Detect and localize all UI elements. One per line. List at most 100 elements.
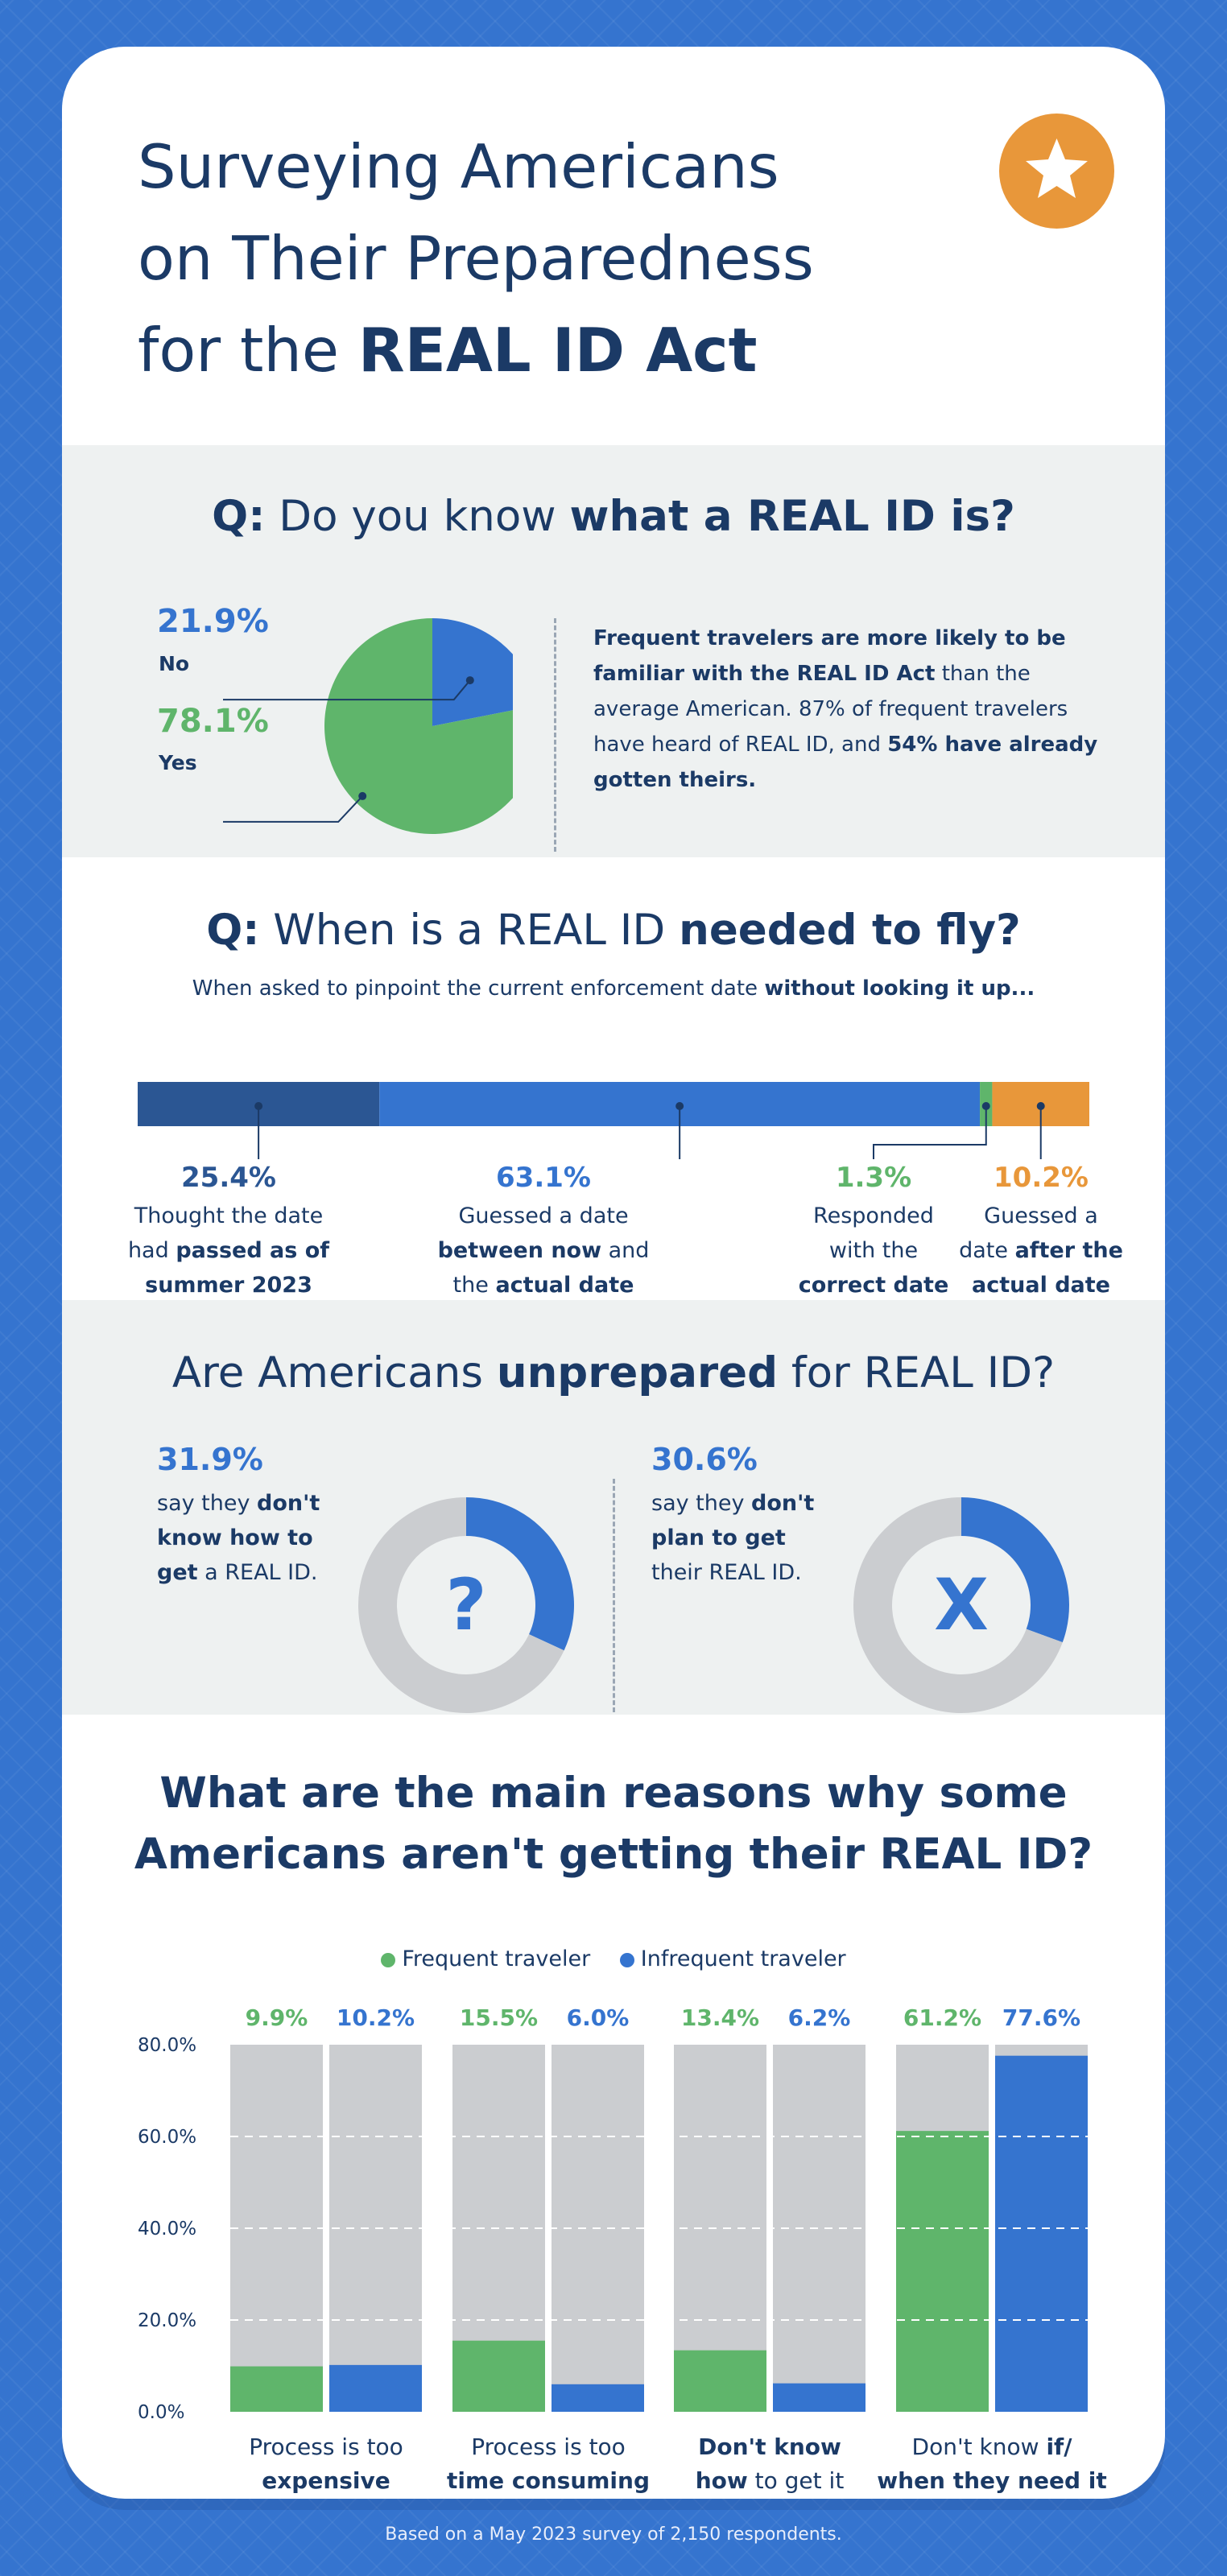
- legend-label-frequent: Frequent traveler: [402, 1946, 591, 1971]
- segment-correct-line-1: Responded: [813, 1203, 934, 1228]
- q2-subtitle-regular: When asked to pinpoint the current enfor…: [192, 976, 765, 1001]
- title-line-2: on Their Preparedness: [138, 223, 814, 294]
- dont-know-how-pct: 31.9%: [157, 1442, 263, 1477]
- pie-slice-yes: [324, 618, 513, 834]
- infographic-card: Surveying Americans on Their Preparednes…: [62, 47, 1165, 2499]
- dont-know-how-line-1-regular: say they: [157, 1491, 258, 1516]
- segment-between-line-2: between now and: [415, 1233, 672, 1268]
- dont-know-how-line-2: know how to: [157, 1521, 366, 1555]
- bar-infrequent: [995, 2055, 1088, 2412]
- reasons-bar-chart: 0.0% 20.0% 40.0% 60.0% 80.0% 9.9% 10.2% 15.5% 6.…: [138, 2004, 1107, 2494]
- title-line-3-prefix: for the: [138, 315, 358, 386]
- segment-between-line-3: the actual date: [415, 1268, 672, 1302]
- no-percent: 21.9%: [157, 603, 269, 640]
- category-label-line-2: when they need it: [877, 2467, 1106, 2494]
- y-tick-label: 20.0%: [138, 2310, 196, 2331]
- segment-after-text: Guessed a date after the actual date: [940, 1199, 1142, 1302]
- dont-plan-line-2-bold: plan to get: [651, 1525, 786, 1550]
- q2-title-regular: When is a REAL ID: [259, 906, 680, 955]
- q4-title-line-1: What are the main reasons why some: [159, 1769, 1068, 1818]
- q4-title: What are the main reasons why some Ameri…: [62, 1763, 1165, 1885]
- x-mark-icon-center-icon: X: [934, 1563, 989, 1646]
- title-line-3: for the REAL ID Act: [138, 304, 814, 396]
- q1-paragraph: Frequent travelers are more likely to be…: [593, 621, 1101, 798]
- segment-past-line-3: summer 2023: [112, 1268, 345, 1302]
- dont-know-how-donut: ?: [358, 1497, 574, 1713]
- q1-pie-chart: [223, 618, 513, 834]
- segment-past-line-1: Thought the date: [134, 1203, 324, 1228]
- legend-item-infrequent: Infrequent traveler: [619, 1946, 846, 1971]
- segment-between-line-3-regular: the: [452, 1273, 496, 1298]
- segment-between-line-3-bold: actual date: [495, 1273, 634, 1298]
- dont-know-how-text: say they don't know how to get a REAL ID…: [157, 1486, 366, 1590]
- title-line-1: Surveying Americans: [138, 131, 779, 202]
- yes-percent: 78.1%: [157, 703, 269, 740]
- bar-value-label: 61.2%: [903, 2004, 981, 2031]
- connector-line-correct: [873, 1106, 987, 1159]
- y-tick-label: 40.0%: [138, 2219, 196, 2240]
- bar-frequent: [452, 2340, 545, 2412]
- q2-title: Q: When is a REAL ID needed to fly?: [62, 906, 1165, 955]
- q4-title-line-2: Americans aren't getting their REAL ID?: [62, 1824, 1165, 1885]
- section-reasons: What are the main reasons why some Ameri…: [62, 1715, 1165, 2499]
- q3-title-regular-1: Are Americans: [171, 1348, 497, 1397]
- legend-label-infrequent: Infrequent traveler: [640, 1946, 846, 1971]
- q1-title-regular: Do you know: [265, 492, 570, 541]
- q1-title-prefix: Q:: [212, 492, 266, 541]
- category-label-line-1: Process is too: [471, 2434, 626, 2460]
- section-needed-to-fly: Q: When is a REAL ID needed to fly? When…: [62, 857, 1165, 1300]
- dont-plan-line-2: plan to get: [651, 1521, 861, 1555]
- dont-know-how-line-3-regular: a REAL ID.: [197, 1560, 318, 1585]
- yes-leader-line: [223, 795, 363, 823]
- segment-correct-pct: 1.3%: [835, 1162, 912, 1194]
- dont-know-how-line-3: get a REAL ID.: [157, 1555, 366, 1590]
- section-unprepared: Are Americans unprepared for REAL ID? 31…: [62, 1300, 1165, 1715]
- page-title: Surveying Americans on Their Preparednes…: [138, 121, 814, 396]
- y-tick-label: 60.0%: [138, 2127, 196, 2148]
- segment-past-line-2: had passed as of: [112, 1233, 345, 1268]
- y-tick-label: 80.0%: [138, 2035, 196, 2056]
- yes-label: Yes: [159, 751, 197, 774]
- x-mark-icon-filled-arc: [961, 1497, 1069, 1643]
- dont-know-how-line-1: say they don't: [157, 1486, 366, 1521]
- segment-correct-line-2: with the: [828, 1238, 919, 1263]
- legend-dot-frequent: [381, 1952, 396, 1967]
- segment-past-line-2-regular: had: [127, 1238, 176, 1263]
- bar-frequent: [230, 2366, 323, 2412]
- category-label-line-1: Don't know: [698, 2434, 841, 2460]
- category-label-line-1: Process is too: [249, 2434, 403, 2460]
- no-leader-line: [223, 679, 471, 701]
- dont-plan-donut: X: [853, 1497, 1069, 1713]
- question-mark-icon-center-icon: ?: [445, 1563, 486, 1646]
- segment-between-line-2-tail: and: [601, 1238, 650, 1263]
- star-icon: [1026, 138, 1088, 198]
- bar-infrequent: [773, 2383, 866, 2412]
- segment-past-line-2-bold: passed as of: [176, 1238, 330, 1263]
- segment-between-pct: 63.1%: [496, 1162, 591, 1194]
- segment-between-text: Guessed a date between now and the actua…: [415, 1199, 672, 1302]
- footer-note: Based on a May 2023 survey of 2,150 resp…: [385, 2524, 842, 2545]
- q1-title-bold: what a REAL ID is?: [569, 492, 1015, 541]
- q2-subtitle: When asked to pinpoint the current enfor…: [62, 976, 1165, 1001]
- dont-plan-text: say they don't plan to get their REAL ID…: [651, 1486, 861, 1590]
- bar-value-label: 15.5%: [460, 2004, 538, 2031]
- q2-title-bold: needed to fly?: [679, 906, 1021, 955]
- q3-divider: [613, 1479, 615, 1712]
- dont-plan-line-1-regular: say they: [651, 1491, 752, 1516]
- segment-past-pct: 25.4%: [181, 1162, 276, 1194]
- q1-para-regular: than the average American. 87% of freque…: [593, 662, 1068, 757]
- q1-title: Q: Do you know what a REAL ID is?: [62, 492, 1165, 541]
- dont-know-how-line-1-bold: don't: [257, 1491, 320, 1516]
- q3-title-regular-2: for REAL ID?: [778, 1348, 1056, 1397]
- category-label-line-2: time consuming: [447, 2467, 650, 2494]
- bar-infrequent: [329, 2364, 422, 2412]
- q3-title: Are Americans unprepared for REAL ID?: [62, 1348, 1165, 1397]
- bar-value-label: 6.0%: [567, 2004, 630, 2031]
- q1-divider: [554, 618, 556, 852]
- bar-value-label: 6.2%: [788, 2004, 851, 2031]
- dont-plan-line-3: their REAL ID.: [651, 1560, 802, 1585]
- star-badge: [999, 114, 1114, 229]
- bar-value-label: 13.4%: [681, 2004, 759, 2031]
- dont-know-how-line-3-bold: get: [157, 1560, 198, 1585]
- dont-plan-line-1: say they don't: [651, 1486, 861, 1521]
